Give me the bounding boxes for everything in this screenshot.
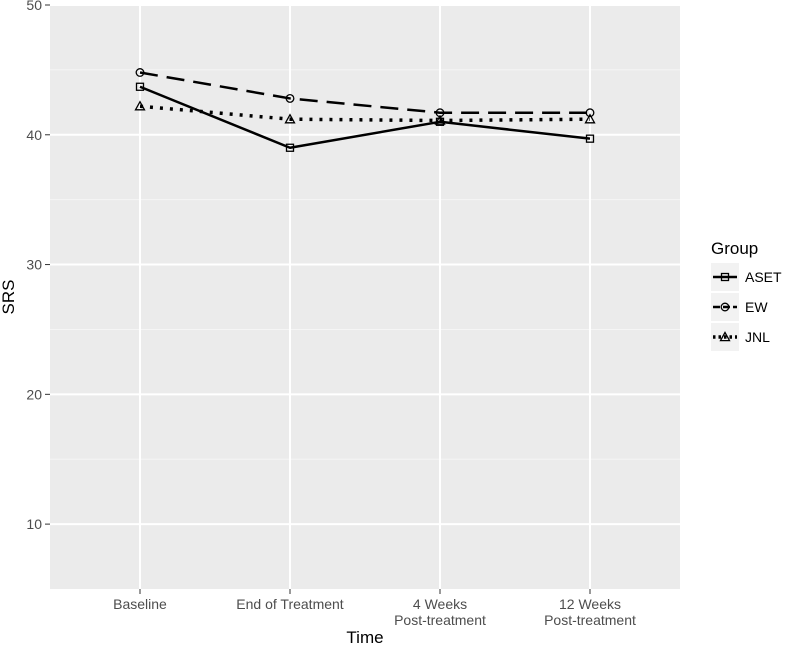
- legend-label-ew: EW: [745, 299, 768, 315]
- data-point-jnl: [134, 100, 146, 111]
- data-point-ew: [285, 93, 295, 103]
- data-point-jnl: [584, 113, 596, 124]
- y-tick-label: 40: [26, 127, 42, 143]
- y-tick-label: 30: [26, 257, 42, 273]
- data-point-aset: [135, 82, 145, 91]
- plot-panel: [50, 5, 680, 589]
- series-lines: [139, 71, 591, 150]
- y-tick-label: 20: [26, 386, 42, 402]
- data-point-jnl: [434, 114, 446, 125]
- series-line-ew: [139, 71, 590, 114]
- x-axis-title: Time: [346, 628, 383, 647]
- legend-title: Group: [711, 239, 758, 258]
- data-point-ew: [585, 108, 595, 118]
- y-axis-title: SRS: [0, 280, 18, 315]
- data-point-aset: [285, 143, 295, 152]
- x-tick-label: Baseline: [113, 596, 167, 612]
- legend-marker-aset: [720, 272, 730, 282]
- legend-marker-jnl: [719, 331, 731, 342]
- x-tick-label: 12 Weeks: [559, 596, 621, 612]
- legend-marker-ew: [720, 302, 730, 312]
- x-tick-label: End of Treatment: [236, 596, 344, 612]
- series-markers: [134, 68, 596, 152]
- x-tick-label: Post-treatment: [544, 612, 636, 628]
- series-line-aset: [139, 85, 591, 150]
- y-tick-label: 50: [26, 0, 42, 13]
- legend-label-jnl: JNL: [745, 329, 770, 345]
- legend-label-aset: ASET: [745, 269, 782, 285]
- x-tick-label: Post-treatment: [394, 612, 486, 628]
- y-tick-label: 10: [26, 516, 42, 532]
- legend: Group ASET EW JNL: [711, 239, 782, 351]
- data-point-ew: [135, 68, 145, 77]
- axes: 10 20 30 40 50 Baseline End of Treatment 4 Week…: [26, 0, 636, 628]
- data-point-aset: [585, 134, 595, 143]
- data-point-jnl: [284, 113, 296, 124]
- x-tick-label: 4 Weeks: [413, 596, 467, 612]
